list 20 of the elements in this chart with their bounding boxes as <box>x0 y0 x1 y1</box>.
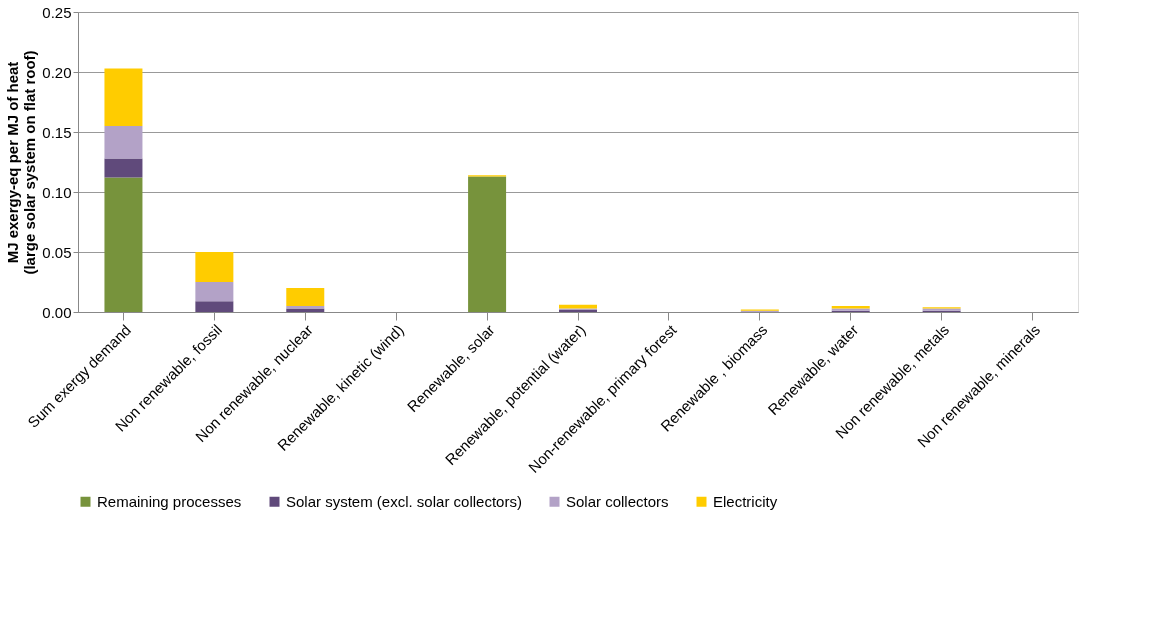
bar <box>195 301 234 312</box>
bar <box>104 126 143 159</box>
legend-label: Electricity <box>713 492 778 510</box>
bar <box>104 68 143 126</box>
bar <box>195 252 234 282</box>
bar <box>468 176 507 312</box>
bar <box>286 288 325 306</box>
legend-label: Solar collectors <box>566 492 669 510</box>
y-tick-label: 0.25 <box>42 3 72 21</box>
y-axis-title: MJ exergy-eq per MJ of heat (large solar system on flat roof) <box>4 50 39 275</box>
legend-label: Solar system (excl. solar collectors) <box>286 492 522 510</box>
bar <box>104 177 143 312</box>
bar <box>104 158 143 178</box>
y-tick-label: 0.20 <box>42 63 72 81</box>
y-tick-label: 0.15 <box>42 123 72 141</box>
y-tick-label: 0.10 <box>42 183 72 201</box>
bar <box>195 282 234 302</box>
y-tick-label: 0.00 <box>42 303 72 321</box>
legend-label: Remaining processes <box>97 492 242 510</box>
y-tick-label: 0.05 <box>42 243 72 261</box>
